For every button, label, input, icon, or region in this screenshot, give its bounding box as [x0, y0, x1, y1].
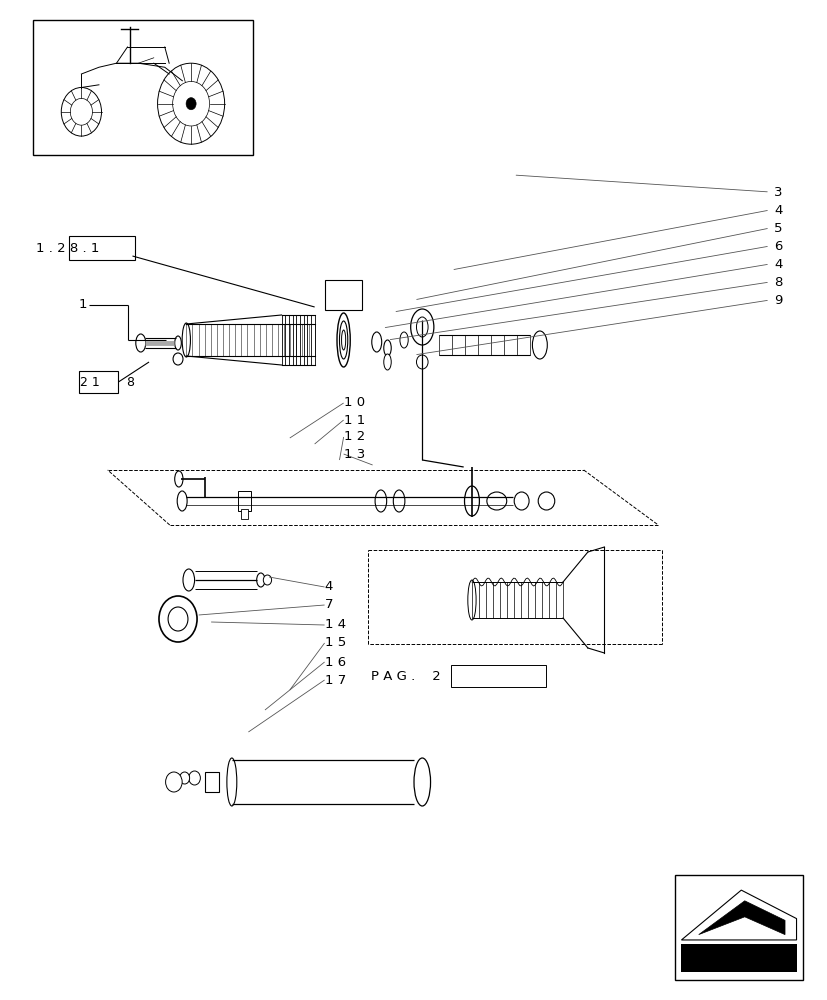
Bar — [237, 491, 251, 511]
Bar — [79, 371, 118, 393]
Ellipse shape — [464, 486, 479, 516]
Ellipse shape — [177, 491, 187, 511]
Bar — [451, 665, 546, 687]
Ellipse shape — [182, 323, 190, 357]
Polygon shape — [681, 890, 796, 940]
Text: 2 1: 2 1 — [80, 375, 100, 388]
Ellipse shape — [467, 580, 476, 620]
Circle shape — [416, 355, 428, 369]
Text: P A G .    2: P A G . 2 — [370, 670, 440, 682]
Ellipse shape — [399, 332, 408, 348]
Circle shape — [179, 772, 189, 784]
Ellipse shape — [174, 336, 181, 350]
Ellipse shape — [416, 317, 428, 337]
Ellipse shape — [136, 334, 146, 352]
Ellipse shape — [375, 490, 386, 512]
Text: 1 7: 1 7 — [324, 674, 346, 686]
Text: 1: 1 — [79, 298, 87, 312]
Ellipse shape — [393, 490, 404, 512]
Circle shape — [263, 575, 271, 585]
Text: 1 3: 1 3 — [343, 448, 365, 460]
Ellipse shape — [384, 340, 391, 356]
Bar — [69, 236, 135, 260]
Ellipse shape — [227, 758, 237, 806]
Circle shape — [186, 98, 196, 110]
Ellipse shape — [410, 309, 433, 345]
Text: 1 . 2 8 . 1: 1 . 2 8 . 1 — [36, 241, 99, 254]
Bar — [674, 875, 802, 980]
Text: 6: 6 — [773, 239, 782, 252]
Bar — [241, 509, 247, 519]
Text: 4: 4 — [773, 204, 782, 217]
Text: 8: 8 — [773, 275, 782, 288]
Circle shape — [165, 772, 182, 792]
Text: 1 4: 1 4 — [324, 618, 346, 632]
Ellipse shape — [371, 332, 381, 352]
Ellipse shape — [384, 354, 391, 370]
Text: 4: 4 — [773, 257, 782, 270]
Bar — [204, 772, 219, 792]
Text: 8: 8 — [126, 375, 134, 388]
Text: 1 5: 1 5 — [324, 637, 346, 650]
Polygon shape — [325, 280, 361, 310]
Ellipse shape — [414, 758, 430, 806]
Ellipse shape — [514, 492, 528, 510]
Text: 9: 9 — [773, 294, 782, 306]
Text: 7: 7 — [324, 598, 332, 611]
Ellipse shape — [341, 330, 346, 350]
Text: 4: 4 — [324, 580, 332, 593]
Polygon shape — [698, 901, 784, 935]
Text: 3: 3 — [773, 186, 782, 198]
Text: 1 0: 1 0 — [343, 396, 365, 410]
Circle shape — [159, 596, 197, 642]
Text: 1 2: 1 2 — [343, 430, 365, 444]
Ellipse shape — [174, 471, 183, 487]
Bar — [681, 944, 796, 972]
Ellipse shape — [337, 313, 350, 367]
Circle shape — [189, 771, 200, 785]
Ellipse shape — [538, 492, 554, 510]
Text: 5: 5 — [773, 222, 782, 234]
Ellipse shape — [532, 331, 547, 359]
Ellipse shape — [183, 569, 194, 591]
Text: 1 6: 1 6 — [324, 656, 346, 668]
Ellipse shape — [256, 573, 265, 587]
Bar — [33, 20, 252, 155]
Ellipse shape — [339, 321, 347, 359]
Ellipse shape — [486, 492, 506, 510]
Circle shape — [168, 607, 188, 631]
Text: 1 1: 1 1 — [343, 414, 365, 426]
